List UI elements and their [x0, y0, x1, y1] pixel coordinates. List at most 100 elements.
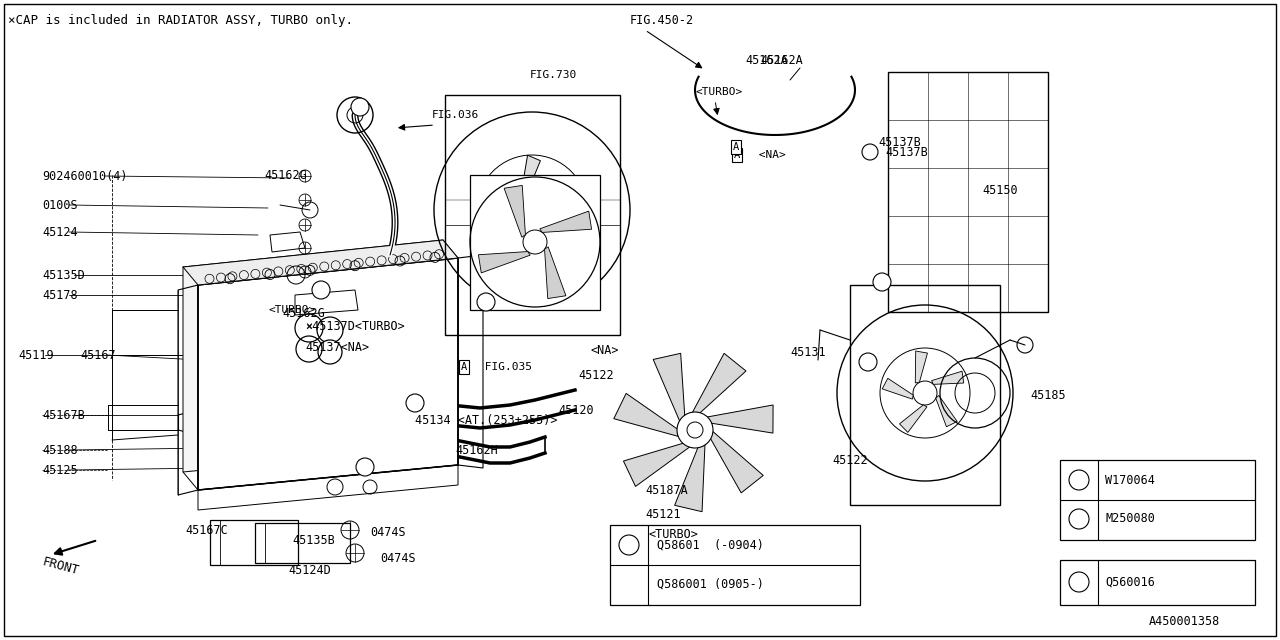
Text: 45162H: 45162H [454, 444, 498, 456]
Text: <TURBO>: <TURBO> [648, 529, 698, 541]
Text: 45119: 45119 [18, 349, 54, 362]
Text: ×: × [305, 322, 312, 332]
Polygon shape [623, 443, 690, 486]
Polygon shape [692, 353, 746, 414]
Text: Q58601  (-0904): Q58601 (-0904) [657, 538, 764, 552]
Text: 45188: 45188 [42, 444, 78, 456]
Bar [850, 285, 1000, 505]
Polygon shape [504, 186, 526, 237]
Polygon shape [540, 211, 591, 232]
Polygon shape [936, 396, 957, 427]
Polygon shape [198, 258, 458, 490]
Circle shape [477, 293, 495, 311]
Polygon shape [932, 371, 964, 385]
Circle shape [317, 317, 343, 343]
Text: 45162A: 45162A [745, 54, 787, 67]
Text: 45124: 45124 [42, 225, 78, 239]
Polygon shape [614, 394, 678, 436]
Polygon shape [521, 155, 540, 196]
Text: FIG.035: FIG.035 [477, 362, 532, 372]
Text: 45124D: 45124D [288, 563, 330, 577]
Circle shape [677, 412, 713, 448]
Text: A: A [733, 142, 739, 152]
Text: 45185: 45185 [1030, 388, 1066, 401]
Text: 45137B: 45137B [884, 145, 928, 159]
Text: FIG.036: FIG.036 [433, 110, 479, 120]
Circle shape [524, 230, 547, 254]
Text: Q586001 (0905-): Q586001 (0905-) [657, 577, 764, 591]
Circle shape [873, 273, 891, 291]
Text: 45135D: 45135D [42, 269, 84, 282]
Circle shape [1069, 509, 1089, 529]
Text: 0474S: 0474S [380, 552, 416, 564]
Polygon shape [708, 405, 773, 433]
Text: 0100S: 0100S [42, 198, 78, 211]
Text: 1: 1 [362, 462, 367, 472]
Text: 45162G: 45162G [264, 168, 307, 182]
Circle shape [351, 98, 369, 116]
Polygon shape [709, 431, 763, 493]
Text: 45137B: 45137B [878, 136, 920, 148]
Text: 902460010(4): 902460010(4) [42, 170, 128, 182]
Text: 45178: 45178 [42, 289, 78, 301]
Text: 45121: 45121 [645, 509, 681, 522]
Circle shape [312, 281, 330, 299]
Text: 3: 3 [626, 540, 632, 550]
Polygon shape [470, 175, 600, 310]
Text: 45167: 45167 [81, 349, 115, 362]
Text: 45162A: 45162A [760, 54, 803, 67]
Polygon shape [183, 240, 443, 472]
Text: 1: 1 [357, 102, 364, 112]
Text: FRONT: FRONT [41, 555, 81, 577]
Text: 45162G: 45162G [282, 307, 325, 319]
Polygon shape [882, 378, 913, 399]
Text: A: A [461, 362, 467, 372]
Text: 45187A: 45187A [645, 483, 687, 497]
Text: 45125: 45125 [42, 463, 78, 477]
Circle shape [406, 394, 424, 412]
Polygon shape [479, 252, 530, 273]
Text: 4: 4 [1076, 577, 1082, 587]
Circle shape [913, 381, 937, 405]
Circle shape [620, 535, 639, 555]
Text: 45120: 45120 [558, 403, 594, 417]
Text: 45122: 45122 [579, 369, 613, 381]
Text: <TURBO>: <TURBO> [268, 305, 315, 315]
Text: 45167B: 45167B [42, 408, 84, 422]
Circle shape [1069, 572, 1089, 592]
Polygon shape [544, 247, 566, 299]
Bar [1060, 460, 1254, 540]
Text: Q560016: Q560016 [1105, 575, 1155, 589]
Text: <NA>: <NA> [753, 150, 786, 160]
Text: 45122: 45122 [832, 454, 868, 467]
Text: 45150: 45150 [982, 184, 1018, 196]
Text: FIG.450-2: FIG.450-2 [630, 14, 694, 27]
Polygon shape [653, 353, 685, 421]
Polygon shape [479, 187, 517, 216]
Text: 0474S: 0474S [370, 527, 406, 540]
Polygon shape [497, 225, 532, 257]
Bar [255, 523, 349, 563]
Polygon shape [675, 445, 705, 512]
Bar [888, 72, 1048, 312]
Text: 45134 <AT.(253+255)>: 45134 <AT.(253+255)> [415, 413, 558, 426]
Text: W170064: W170064 [1105, 474, 1155, 486]
Bar [611, 525, 860, 605]
Text: FIG.730: FIG.730 [530, 70, 577, 80]
Circle shape [517, 195, 547, 225]
Bar [210, 520, 298, 565]
Polygon shape [900, 405, 927, 433]
Circle shape [859, 353, 877, 371]
Text: 1: 1 [412, 398, 419, 408]
Text: A450001358: A450001358 [1148, 615, 1220, 628]
Text: 4: 4 [483, 297, 489, 307]
Circle shape [317, 340, 342, 364]
Polygon shape [915, 351, 928, 383]
Text: 1: 1 [1076, 475, 1082, 485]
Text: 3: 3 [317, 285, 324, 295]
Text: 45167C: 45167C [186, 524, 228, 536]
Circle shape [356, 458, 374, 476]
Text: M250080: M250080 [1105, 513, 1155, 525]
Polygon shape [541, 189, 582, 203]
Text: ×CAP is included in RADIATOR ASSY, TURBO only.: ×CAP is included in RADIATOR ASSY, TURBO… [8, 14, 353, 27]
